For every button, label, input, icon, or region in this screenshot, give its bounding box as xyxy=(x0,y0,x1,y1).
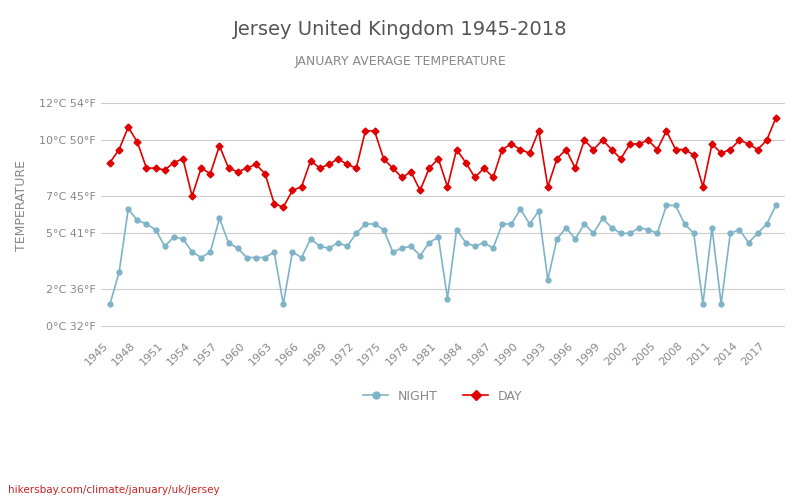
Text: Jersey United Kingdom 1945-2018: Jersey United Kingdom 1945-2018 xyxy=(233,20,567,39)
Text: JANUARY AVERAGE TEMPERATURE: JANUARY AVERAGE TEMPERATURE xyxy=(294,55,506,68)
Y-axis label: TEMPERATURE: TEMPERATURE xyxy=(15,160,28,251)
Text: hikersbay.com/climate/january/uk/jersey: hikersbay.com/climate/january/uk/jersey xyxy=(8,485,220,495)
Legend: NIGHT, DAY: NIGHT, DAY xyxy=(358,384,528,407)
